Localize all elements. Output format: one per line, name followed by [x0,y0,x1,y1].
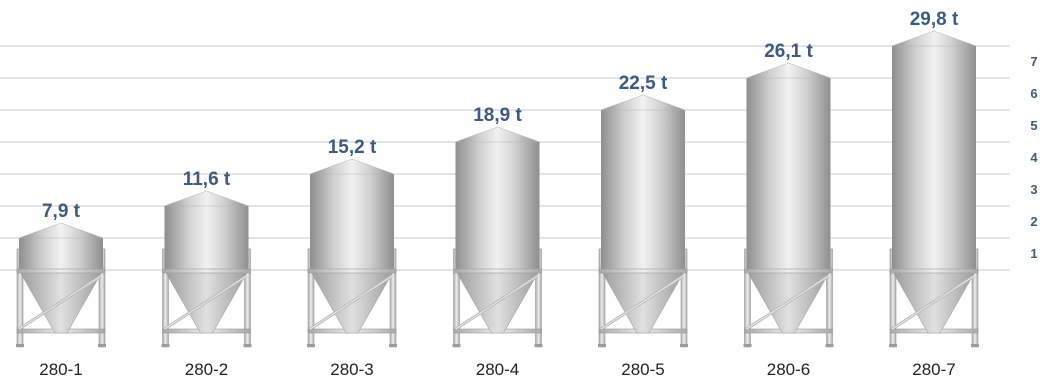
silo-roof [309,158,395,175]
silo-foot [598,344,606,347]
silo-roof [600,94,686,111]
ring-count-label: 1 [1030,246,1037,261]
ring-count-label: 5 [1030,118,1037,133]
silo-ring-beam [598,268,688,274]
silo-body [601,110,685,270]
silo-capacity-label: 7,9 t [42,201,81,222]
silo-foot [889,344,897,347]
silo: 18,9 t 280-4 [452,105,543,379]
silo-capacity-label: 18,9 t [473,105,522,126]
silo-foot [452,344,461,347]
silo-body [164,206,249,270]
silo: 11,6 t 280-2 [161,169,252,379]
silo-body [455,142,540,270]
silo: 26,1 t 280-6 [743,41,834,379]
silo-model-label: 280-5 [621,360,664,379]
silo-capacity-label: 22,5 t [619,73,668,94]
silo-foot [534,344,543,347]
silo-diagonal-brace-highlight [746,275,829,330]
silo-body [310,174,394,270]
ring-count-scale: 1 2 3 4 5 6 7 [1030,54,1038,261]
silo-model-label: 280-1 [39,360,82,379]
silo-diagonal-brace-highlight [600,275,684,330]
silo-foot [16,344,24,347]
silo-diagonal-brace-highlight [891,275,975,330]
silo-capacity-label: 11,6 t [183,169,231,190]
silo-ring-beam [453,268,542,274]
silo-diagonal-brace-highlight [164,275,247,330]
silo-foot [389,344,397,347]
silo-ring-beam [162,268,251,274]
silo: 22,5 t 280-5 [598,73,688,379]
silo-capacity-label: 15,2 t [328,137,377,158]
silo-model-label: 280-3 [330,360,373,379]
silo-ring-beam [889,268,979,274]
ring-count-label: 4 [1030,150,1038,165]
silo: 7,9 t 280-1 [16,201,106,379]
silo-ring-beam [744,268,833,274]
silo-ring-beam [307,268,397,274]
silo-body [892,46,976,270]
silo-diagonal-brace-highlight [309,275,393,330]
silo-foot [680,344,688,347]
silo-roof [18,222,104,239]
silo-diagonal-brace-highlight [18,275,102,330]
silo-body [746,78,831,270]
silo-ring-beam [16,268,106,274]
silo-row: 7,9 t 280-1 11,6 t 280-2 15,2 t 280-3 18,9 t 28… [16,9,979,379]
ring-count-label: 7 [1030,54,1037,69]
silo-foot [161,344,170,347]
silo-model-label: 280-6 [767,360,810,379]
silo-roof [746,62,831,79]
ring-count-label: 6 [1030,86,1037,101]
silo-foot [98,344,106,347]
silo-foot [743,344,752,347]
silo-diagonal-brace-highlight [455,275,538,330]
ring-count-label: 3 [1030,182,1037,197]
silo-capacity-label: 26,1 t [764,41,813,62]
silo-roof [455,126,540,143]
silo: 15,2 t 280-3 [307,137,397,379]
silo-model-label: 280-7 [912,360,955,379]
silo-capacity-label: 29,8 t [910,9,959,30]
silo-model-label: 280-4 [476,360,519,379]
silo-body [19,238,103,270]
silo-roof [164,190,249,207]
silo-foot [243,344,252,347]
silo-model-label: 280-2 [185,360,228,379]
silo-foot [825,344,834,347]
silo-roof [891,30,977,47]
silo: 29,8 t 280-7 [889,9,979,379]
ring-count-label: 2 [1030,214,1037,229]
silo-foot [971,344,979,347]
silo-foot [307,344,315,347]
